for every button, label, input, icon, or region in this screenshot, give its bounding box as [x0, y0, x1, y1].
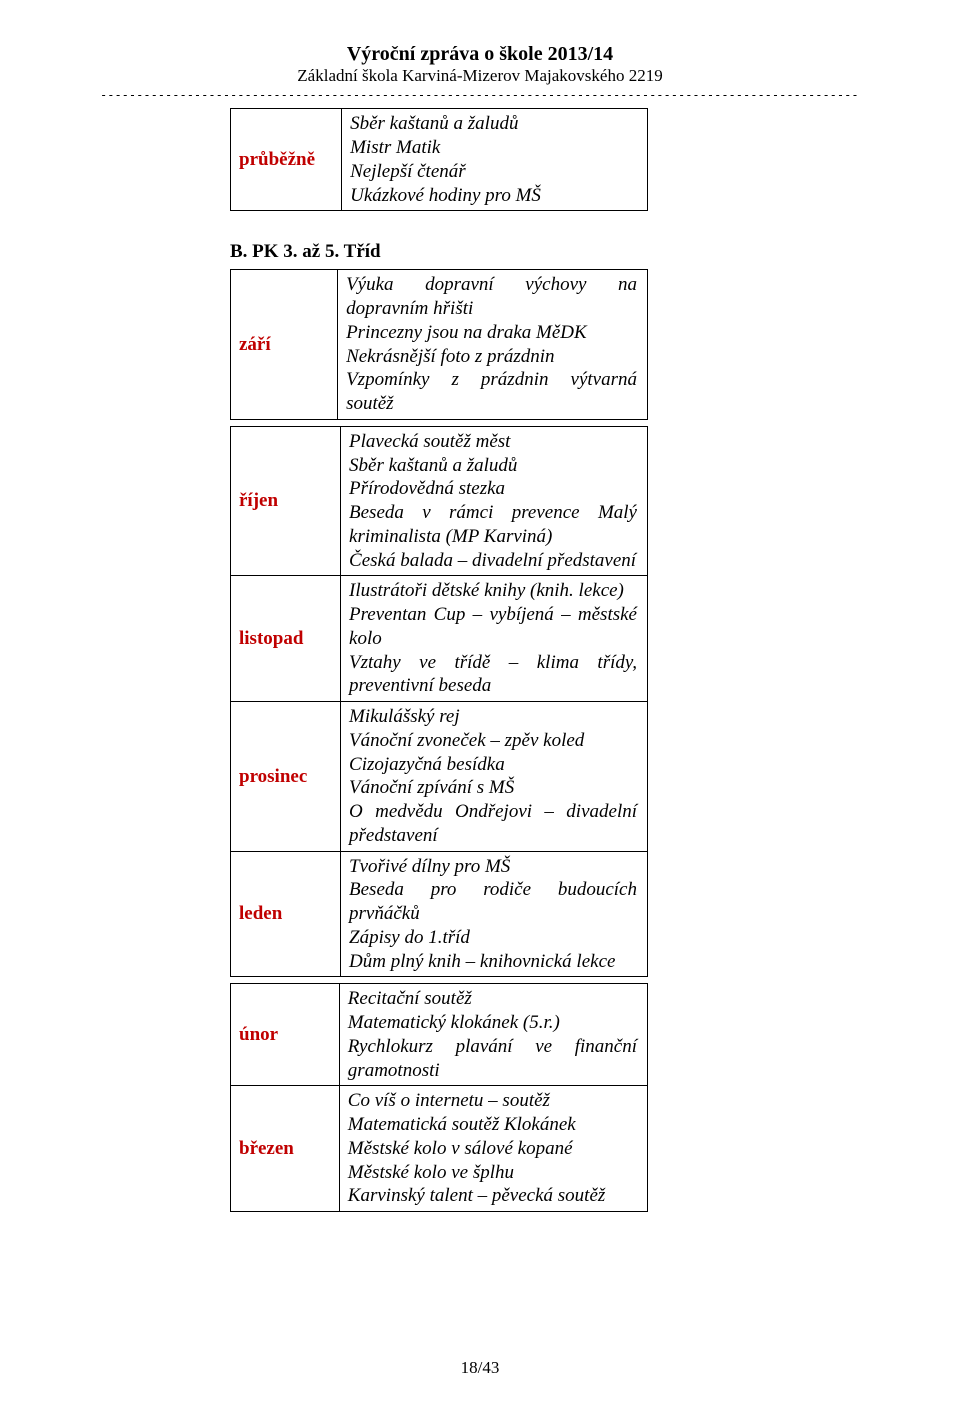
month-cell-zari: září — [231, 270, 338, 420]
month-cell-brezen: březen — [231, 1086, 340, 1212]
table-row: průběžně Sběr kaštanů a žaludů Mistr Mat… — [231, 109, 648, 211]
table-unor-brezen: únor Recitační soutěž Matematický klokán… — [230, 983, 648, 1212]
table-row: listopad Ilustrátoři dětské knihy (knih.… — [231, 576, 648, 702]
month-cell-listopad: listopad — [231, 576, 341, 702]
header-subtitle: Základní škola Karviná-Mizerov Majakovsk… — [100, 66, 860, 86]
header-divider: ----------------------------------------… — [100, 88, 860, 102]
table-row: únor Recitační soutěž Matematický klokán… — [231, 984, 648, 1086]
section-title-b: B. PK 3. až 5. Tříd — [230, 241, 860, 263]
table-row: září Výuka dopravní výchovy na dopravním… — [231, 270, 648, 420]
table-prubezne: průběžně Sběr kaštanů a žaludů Mistr Mat… — [230, 108, 648, 211]
table-rijen-leden: říjen Plavecká soutěž měst Sběr kaštanů … — [230, 426, 648, 978]
page-footer: 18/43 — [0, 1358, 960, 1378]
desc-cell-listopad: Ilustrátoři dětské knihy (knih. lekce) P… — [341, 576, 648, 702]
content: průběžně Sběr kaštanů a žaludů Mistr Mat… — [100, 108, 860, 1212]
table-row: říjen Plavecká soutěž měst Sběr kaštanů … — [231, 426, 648, 576]
desc-cell-leden: Tvořivé dílny pro MŠ Beseda pro rodiče b… — [341, 851, 648, 977]
header-title: Výroční zpráva o škole 2013/14 — [100, 42, 860, 66]
page-header: Výroční zpráva o škole 2013/14 Základní … — [100, 42, 860, 86]
table-row: prosinec Mikulášský rej Vánoční zvoneček… — [231, 702, 648, 852]
month-cell-unor: únor — [231, 984, 340, 1086]
desc-cell-brezen: Co víš o internetu – soutěž Matematická … — [339, 1086, 647, 1212]
desc-cell-prubezne: Sběr kaštanů a žaludů Mistr Matik Nejlep… — [342, 109, 648, 211]
table-zari: září Výuka dopravní výchovy na dopravním… — [230, 269, 648, 420]
month-cell-prosinec: prosinec — [231, 702, 341, 852]
table-row: březen Co víš o internetu – soutěž Matem… — [231, 1086, 648, 1212]
month-cell-rijen: říjen — [231, 426, 341, 576]
month-cell-leden: leden — [231, 851, 341, 977]
desc-cell-unor: Recitační soutěž Matematický klokánek (5… — [339, 984, 647, 1086]
desc-cell-rijen: Plavecká soutěž měst Sběr kaštanů a žalu… — [341, 426, 648, 576]
desc-cell-zari: Výuka dopravní výchovy na dopravním hřiš… — [338, 270, 648, 420]
page: Výroční zpráva o škole 2013/14 Základní … — [0, 0, 960, 1404]
desc-cell-prosinec: Mikulášský rej Vánoční zvoneček – zpěv k… — [341, 702, 648, 852]
month-cell-prubezne: průběžně — [231, 109, 342, 211]
table-row: leden Tvořivé dílny pro MŠ Beseda pro ro… — [231, 851, 648, 977]
